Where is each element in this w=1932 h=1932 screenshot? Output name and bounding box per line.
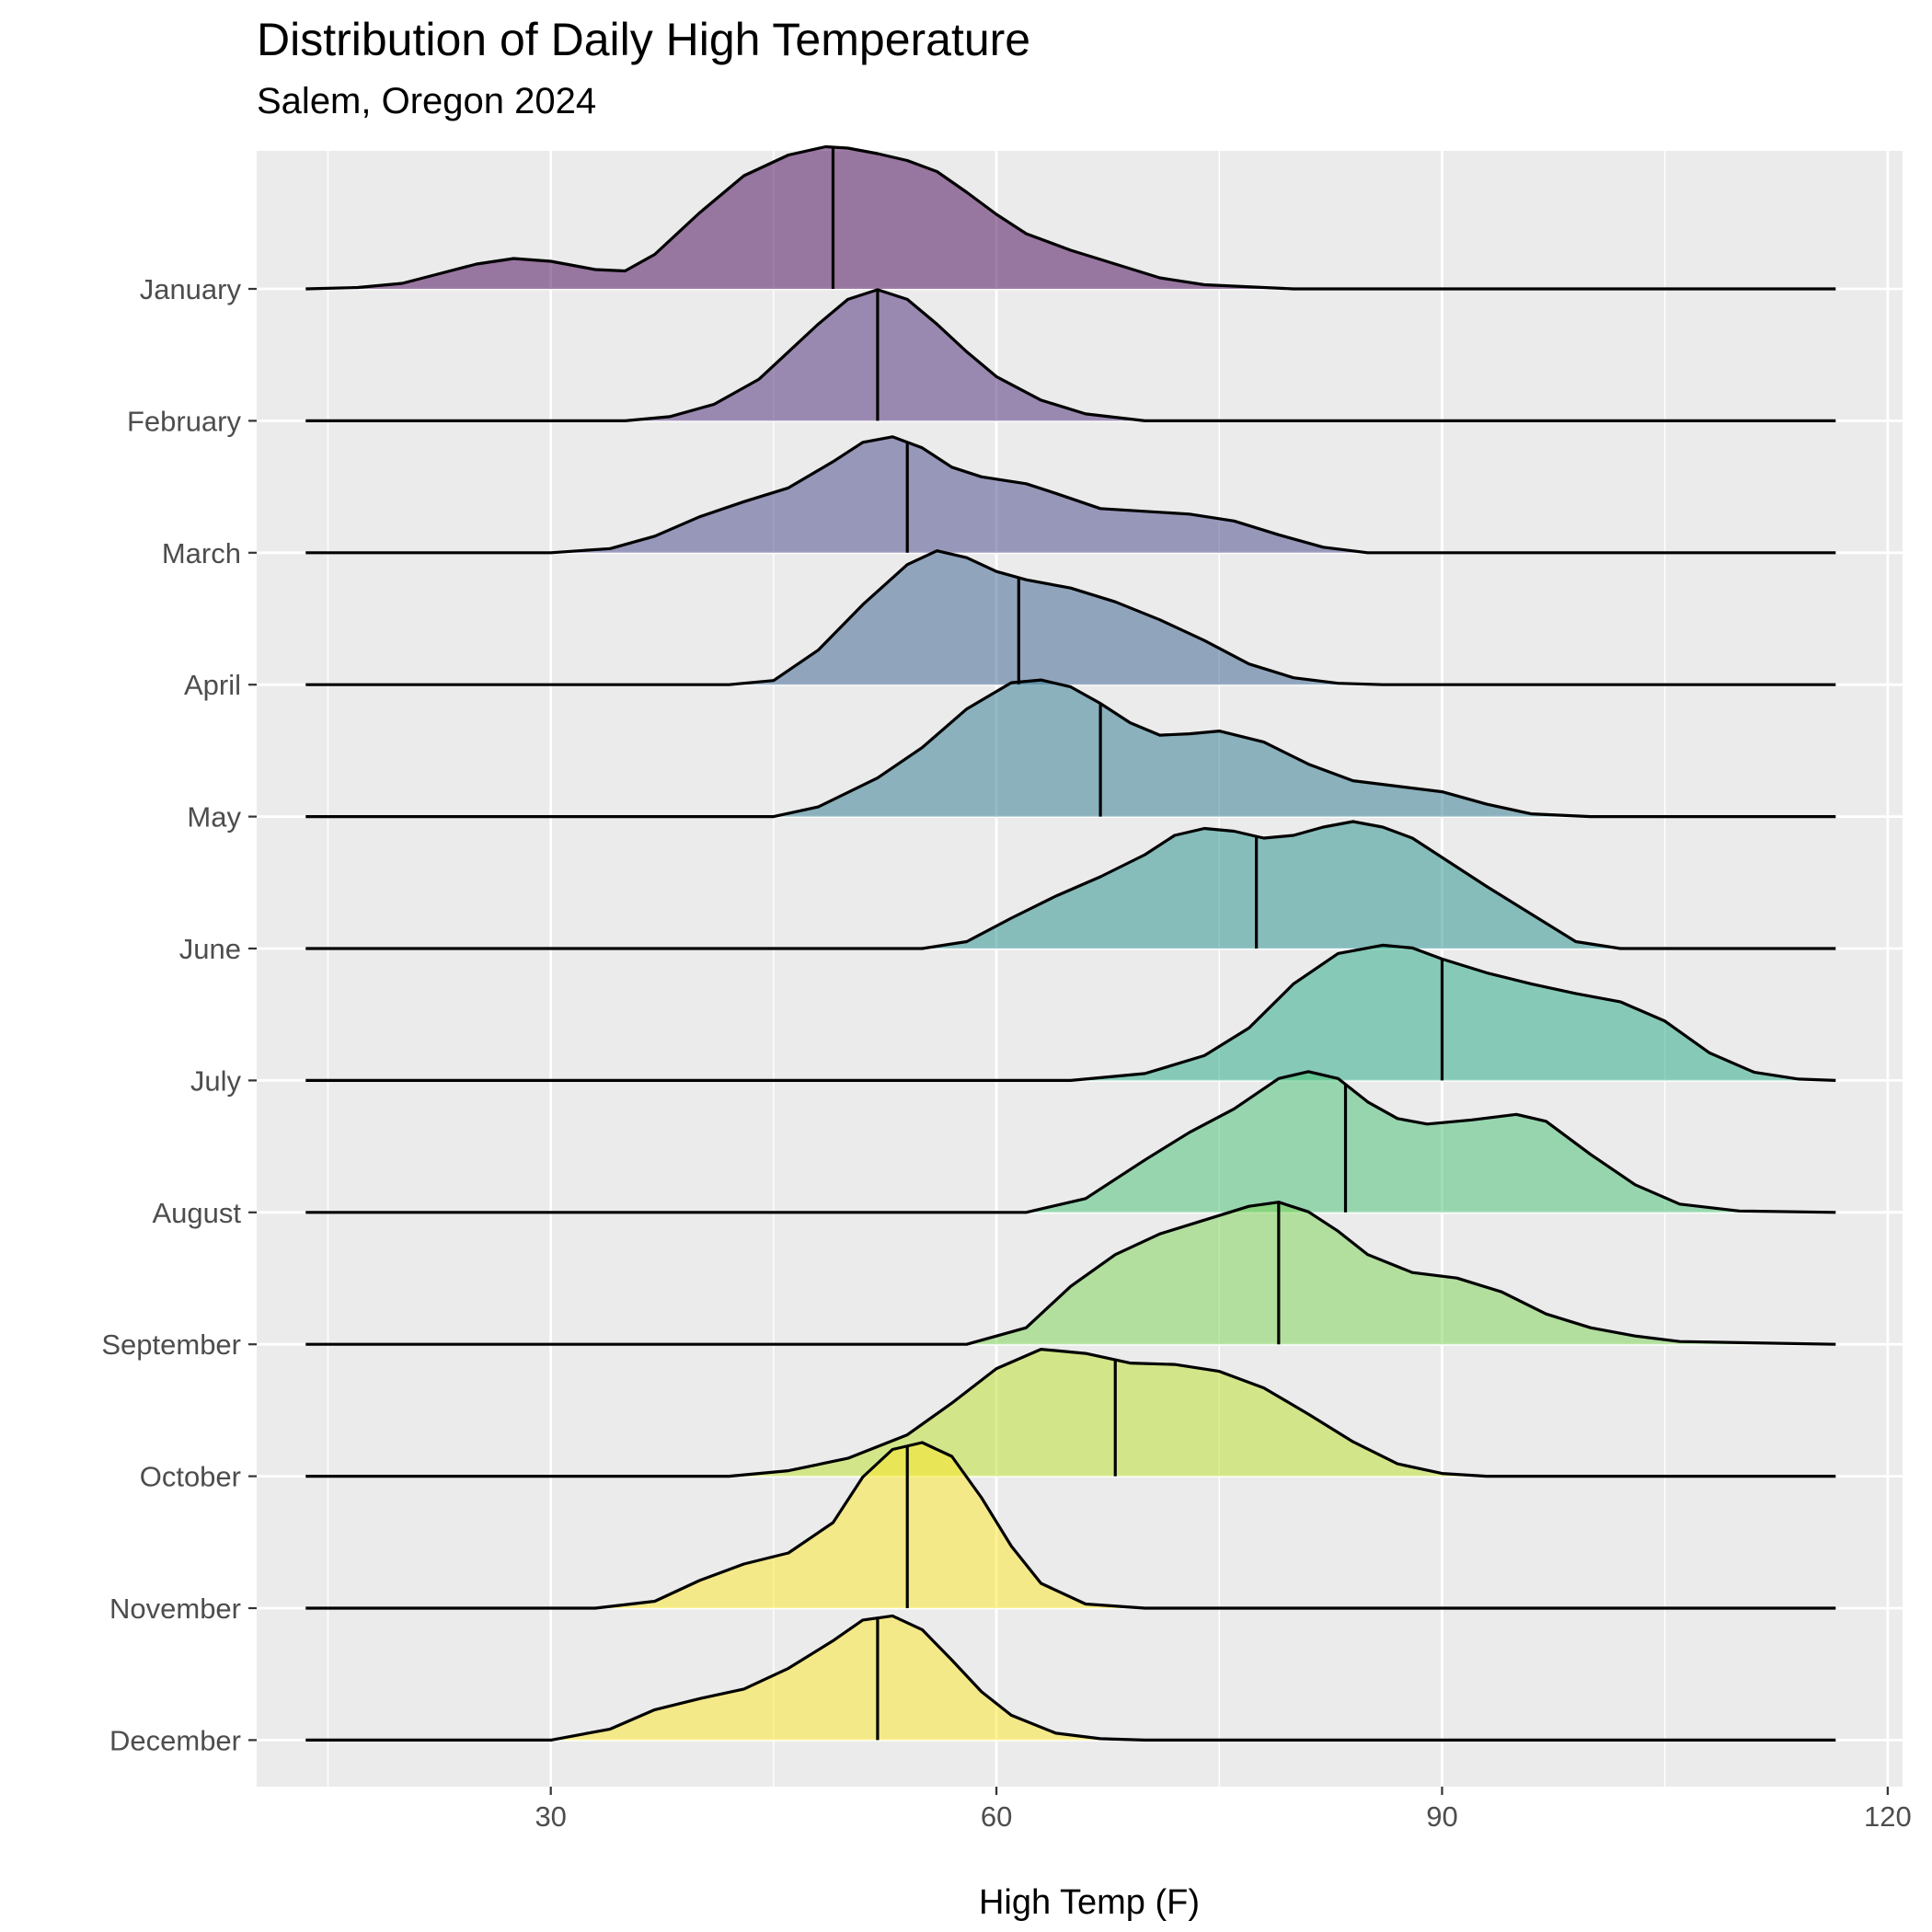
- ridge-outline-june: [305, 820, 1836, 950]
- x-tick-label: 120: [1864, 1800, 1912, 1833]
- x-axis-title: High Temp (F): [979, 1883, 1200, 1922]
- ridge-october: [305, 1348, 1836, 1478]
- ridge-april: [305, 549, 1836, 686]
- ridge-july: [305, 943, 1836, 1082]
- ridge-area-april: [305, 550, 1836, 685]
- chart-title: Distribution of Daily High Temperature: [257, 14, 1031, 65]
- ridge-area-december: [305, 1616, 1836, 1741]
- plot-panel: [257, 151, 1903, 1787]
- x-tick-label: 30: [535, 1800, 566, 1833]
- chart-subtitle: Salem, Oregon 2024: [257, 81, 597, 121]
- ridge-area-june: [305, 822, 1836, 949]
- x-tick-label: 60: [981, 1800, 1012, 1833]
- ridge-march: [305, 435, 1836, 555]
- ridge-outline-october: [305, 1348, 1836, 1478]
- ridge-area-january: [305, 146, 1836, 289]
- ridge-area-july: [305, 945, 1836, 1081]
- ridge-outline-may: [305, 678, 1836, 819]
- y-tick-label: December: [109, 1724, 241, 1756]
- ridge-area-august: [305, 1071, 1836, 1213]
- y-tick-label: April: [184, 669, 241, 701]
- ridge-outline-january: [305, 144, 1836, 291]
- y-tick-label: September: [101, 1328, 241, 1361]
- ridge-outline-september: [305, 1201, 1836, 1346]
- ridge-november: [305, 1441, 1836, 1610]
- ridge-january: [305, 144, 1836, 291]
- y-tick-label: February: [127, 405, 242, 437]
- ridge-area-march: [305, 436, 1836, 553]
- ridge-outline-august: [305, 1070, 1836, 1214]
- y-tick-label: October: [140, 1461, 241, 1493]
- y-tick-label: June: [179, 933, 241, 965]
- y-tick-label: May: [187, 801, 241, 834]
- ridge-may: [305, 678, 1836, 819]
- ridge-outline-march: [305, 435, 1836, 555]
- y-tick-label: March: [162, 537, 241, 569]
- ridge-september: [305, 1201, 1836, 1346]
- ridge-june: [305, 820, 1836, 950]
- ridge-august: [305, 1070, 1836, 1214]
- y-tick-label: July: [190, 1064, 242, 1097]
- ridge-area-may: [305, 680, 1836, 817]
- axes: January February March April May June July Augu…: [101, 273, 1911, 1833]
- ridge-outline-november: [305, 1441, 1836, 1610]
- ridge-outline-april: [305, 549, 1836, 686]
- ridge-area-september: [305, 1202, 1836, 1345]
- y-tick-label: August: [152, 1197, 241, 1229]
- ridge-december: [305, 1614, 1836, 1742]
- ridge-series: [305, 144, 1836, 1742]
- y-tick-label: November: [109, 1593, 241, 1625]
- ridge-area-october: [305, 1349, 1836, 1477]
- x-tick-label: 90: [1426, 1800, 1457, 1833]
- y-tick-label: January: [140, 273, 242, 305]
- ridge-february: [305, 288, 1836, 422]
